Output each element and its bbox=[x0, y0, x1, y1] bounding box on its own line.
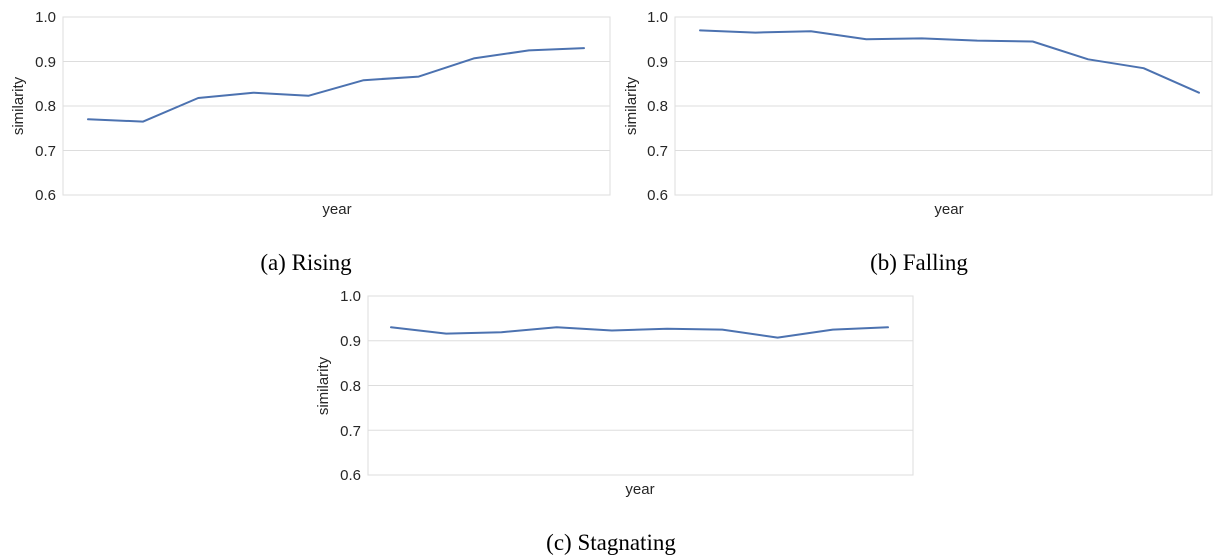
x-axis-title: year bbox=[625, 481, 654, 498]
series-line bbox=[87, 47, 585, 123]
chart-panel-rising: 0.6 0.7 0.8 0.9 1.0 similarity year (a) … bbox=[10, 9, 611, 275]
y-tick-label: 0.7 bbox=[35, 143, 56, 160]
y-axis-title: similarity bbox=[623, 76, 640, 135]
series-group bbox=[699, 29, 1200, 94]
chart-panel-falling: 0.6 0.7 0.8 0.9 1.0 similarity year (b) … bbox=[623, 9, 1213, 275]
x-axis-title: year bbox=[934, 201, 963, 218]
y-tick-label: 0.6 bbox=[340, 467, 361, 484]
series-group bbox=[390, 326, 889, 339]
y-tick-label: 0.8 bbox=[647, 98, 668, 115]
series-line bbox=[390, 326, 889, 339]
series-group bbox=[87, 47, 585, 123]
y-tick-labels: 0.6 0.7 0.8 0.9 1.0 bbox=[647, 9, 668, 204]
y-tick-label: 0.8 bbox=[340, 378, 361, 395]
y-tick-label: 0.6 bbox=[647, 187, 668, 204]
x-axis-title: year bbox=[322, 201, 351, 218]
grid-lines bbox=[63, 61, 610, 151]
grid-lines bbox=[368, 340, 913, 431]
y-tick-label: 1.0 bbox=[647, 9, 668, 26]
y-tick-label: 1.0 bbox=[35, 9, 56, 26]
y-tick-label: 0.7 bbox=[340, 423, 361, 440]
chart-panel-stagnating: 0.6 0.7 0.8 0.9 1.0 similarity year (c) … bbox=[315, 288, 914, 555]
y-tick-labels: 0.6 0.7 0.8 0.9 1.0 bbox=[340, 288, 361, 484]
panel-caption: (b) Falling bbox=[870, 250, 968, 275]
y-axis-title: similarity bbox=[315, 356, 332, 415]
y-tick-label: 1.0 bbox=[340, 288, 361, 305]
grid-lines bbox=[675, 61, 1212, 151]
panel-caption: (c) Stagnating bbox=[546, 530, 676, 555]
series-line bbox=[699, 29, 1200, 94]
y-tick-label: 0.9 bbox=[35, 54, 56, 71]
y-tick-label: 0.8 bbox=[35, 98, 56, 115]
y-tick-label: 0.9 bbox=[647, 54, 668, 71]
y-tick-label: 0.7 bbox=[647, 143, 668, 160]
y-tick-label: 0.6 bbox=[35, 187, 56, 204]
y-tick-labels: 0.6 0.7 0.8 0.9 1.0 bbox=[35, 9, 56, 204]
panel-caption: (a) Rising bbox=[260, 250, 352, 275]
y-tick-label: 0.9 bbox=[340, 333, 361, 350]
y-axis-title: similarity bbox=[10, 76, 27, 135]
